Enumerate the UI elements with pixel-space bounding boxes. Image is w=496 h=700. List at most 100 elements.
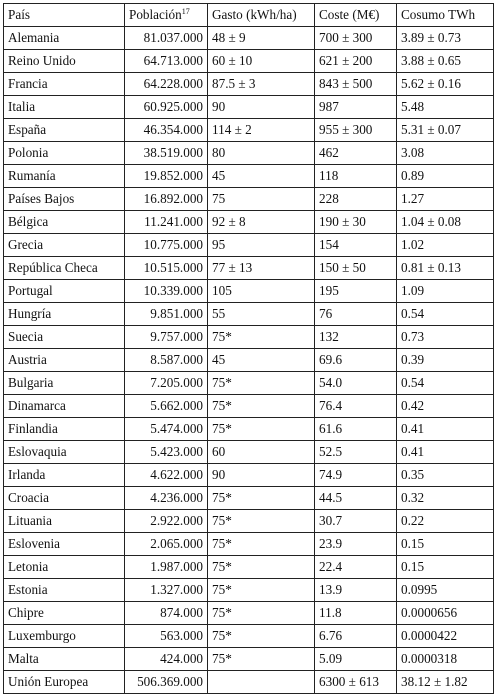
table-row: España 46.354.000 114 ± 2 955 ± 300 5.31 ± 0… [3,118,494,142]
cell-population: 46.354.000 [124,118,208,142]
table-row: Portugal 10.339.000 105 195 1.09 [3,279,494,303]
cell-country: Italia [3,95,125,119]
cell-population: 506.369.000 [124,670,208,694]
cell-consumption: 0.54 [396,371,494,395]
cell-country: Rumanía [3,164,125,188]
cell-consumption: 0.15 [396,555,494,579]
cell-country: Estonia [3,578,125,602]
cell-country: Austria [3,348,125,372]
cell-country: Reino Unido [3,49,125,73]
table-row: Polonia 38.519.000 80 462 3.08 [3,141,494,165]
header-row: País Población17 Gasto (kWh/ha) Coste (M… [3,3,494,27]
cell-spending: 80 [207,141,315,165]
cell-population: 11.241.000 [124,210,208,234]
cell-spending: 75* [207,325,315,349]
cell-consumption: 0.0995 [396,578,494,602]
cell-consumption: 3.88 ± 0.65 [396,49,494,73]
cell-country: Luxemburgo [3,624,125,648]
table-row: Unión Europea 506.369.000 6300 ± 613 38.12 … [3,670,494,694]
cell-population: 81.037.000 [124,26,208,50]
table-row: Croacia 4.236.000 75* 44.5 0.32 [3,486,494,510]
cell-country: Hungría [3,302,125,326]
cell-spending: 60 [207,440,315,464]
data-table-container: País Población17 Gasto (kWh/ha) Coste (M… [3,3,494,697]
cell-country: Polonia [3,141,125,165]
cell-consumption: 0.89 [396,164,494,188]
cell-population: 874.000 [124,601,208,625]
cell-cost: 700 ± 300 [314,26,397,50]
cell-country: Grecia [3,233,125,257]
header-cost: Coste (M€) [314,3,397,27]
cell-consumption: 5.62 ± 0.16 [396,72,494,96]
cell-cost: 6300 ± 613 [314,670,397,694]
cell-cost: 23.9 [314,532,397,556]
cell-country: Eslovenia [3,532,125,556]
cell-population: 5.662.000 [124,394,208,418]
cell-population: 9.851.000 [124,302,208,326]
cell-consumption: 0.0000656 [396,601,494,625]
cell-cost: 6.76 [314,624,397,648]
table-row: República Checa 10.515.000 77 ± 13 150 ± 50… [3,256,494,280]
cell-population: 10.775.000 [124,233,208,257]
table-row: Lituania 2.922.000 75* 30.7 0.22 [3,509,494,533]
cell-population: 10.515.000 [124,256,208,280]
cell-population: 16.892.000 [124,187,208,211]
cell-spending: 75* [207,417,315,441]
cell-spending: 90 [207,463,315,487]
cell-spending: 92 ± 8 [207,210,315,234]
cell-cost: 5.09 [314,647,397,671]
cell-consumption: 3.08 [396,141,494,165]
table-row: Eslovenia 2.065.000 75* 23.9 0.15 [3,532,494,556]
cell-spending: 75* [207,601,315,625]
cell-cost: 11.8 [314,601,397,625]
cell-population: 424.000 [124,647,208,671]
cell-spending: 75* [207,647,315,671]
cell-spending: 75* [207,555,315,579]
cell-cost: 118 [314,164,397,188]
cell-cost: 44.5 [314,486,397,510]
cell-cost: 621 ± 200 [314,49,397,73]
cell-cost: 30.7 [314,509,397,533]
cell-country: Croacia [3,486,125,510]
cell-cost: 22.4 [314,555,397,579]
cell-cost: 955 ± 300 [314,118,397,142]
cell-consumption: 3.89 ± 0.73 [396,26,494,50]
cell-consumption: 1.04 ± 0.08 [396,210,494,234]
table-row: Bulgaria 7.205.000 75* 54.0 0.54 [3,371,494,395]
cell-consumption: 0.35 [396,463,494,487]
cell-cost: 69.6 [314,348,397,372]
cell-cost: 150 ± 50 [314,256,397,280]
cell-spending: 45 [207,164,315,188]
cell-spending: 87.5 ± 3 [207,72,315,96]
cell-consumption: 1.27 [396,187,494,211]
table-row: Malta 424.000 75* 5.09 0.0000318 [3,647,494,671]
header-country: País [3,3,125,27]
cell-country: Suecia [3,325,125,349]
cell-country: España [3,118,125,142]
cell-consumption: 0.0000422 [396,624,494,648]
cell-cost: 195 [314,279,397,303]
cell-consumption: 0.81 ± 0.13 [396,256,494,280]
cell-consumption: 0.32 [396,486,494,510]
cell-population: 563.000 [124,624,208,648]
table-row: Suecia 9.757.000 75* 132 0.73 [3,325,494,349]
cell-spending: 48 ± 9 [207,26,315,50]
cell-consumption: 0.0000318 [396,647,494,671]
cell-country: Portugal [3,279,125,303]
cell-cost: 843 ± 500 [314,72,397,96]
table-row: Francia 64.228.000 87.5 ± 3 843 ± 500 5.62 ±… [3,72,494,96]
table-row: Finlandia 5.474.000 75* 61.6 0.41 [3,417,494,441]
cell-spending: 75 [207,187,315,211]
cell-spending: 105 [207,279,315,303]
cell-spending: 90 [207,95,315,119]
energy-table: País Población17 Gasto (kWh/ha) Coste (M… [3,3,494,694]
cell-spending: 75* [207,371,315,395]
cell-country: Chipre [3,601,125,625]
cell-country: Unión Europea [3,670,125,694]
cell-population: 4.236.000 [124,486,208,510]
cell-cost: 154 [314,233,397,257]
cell-spending: 75* [207,624,315,648]
header-population-footnote: 17 [181,7,190,16]
cell-cost: 132 [314,325,397,349]
cell-consumption: 0.73 [396,325,494,349]
